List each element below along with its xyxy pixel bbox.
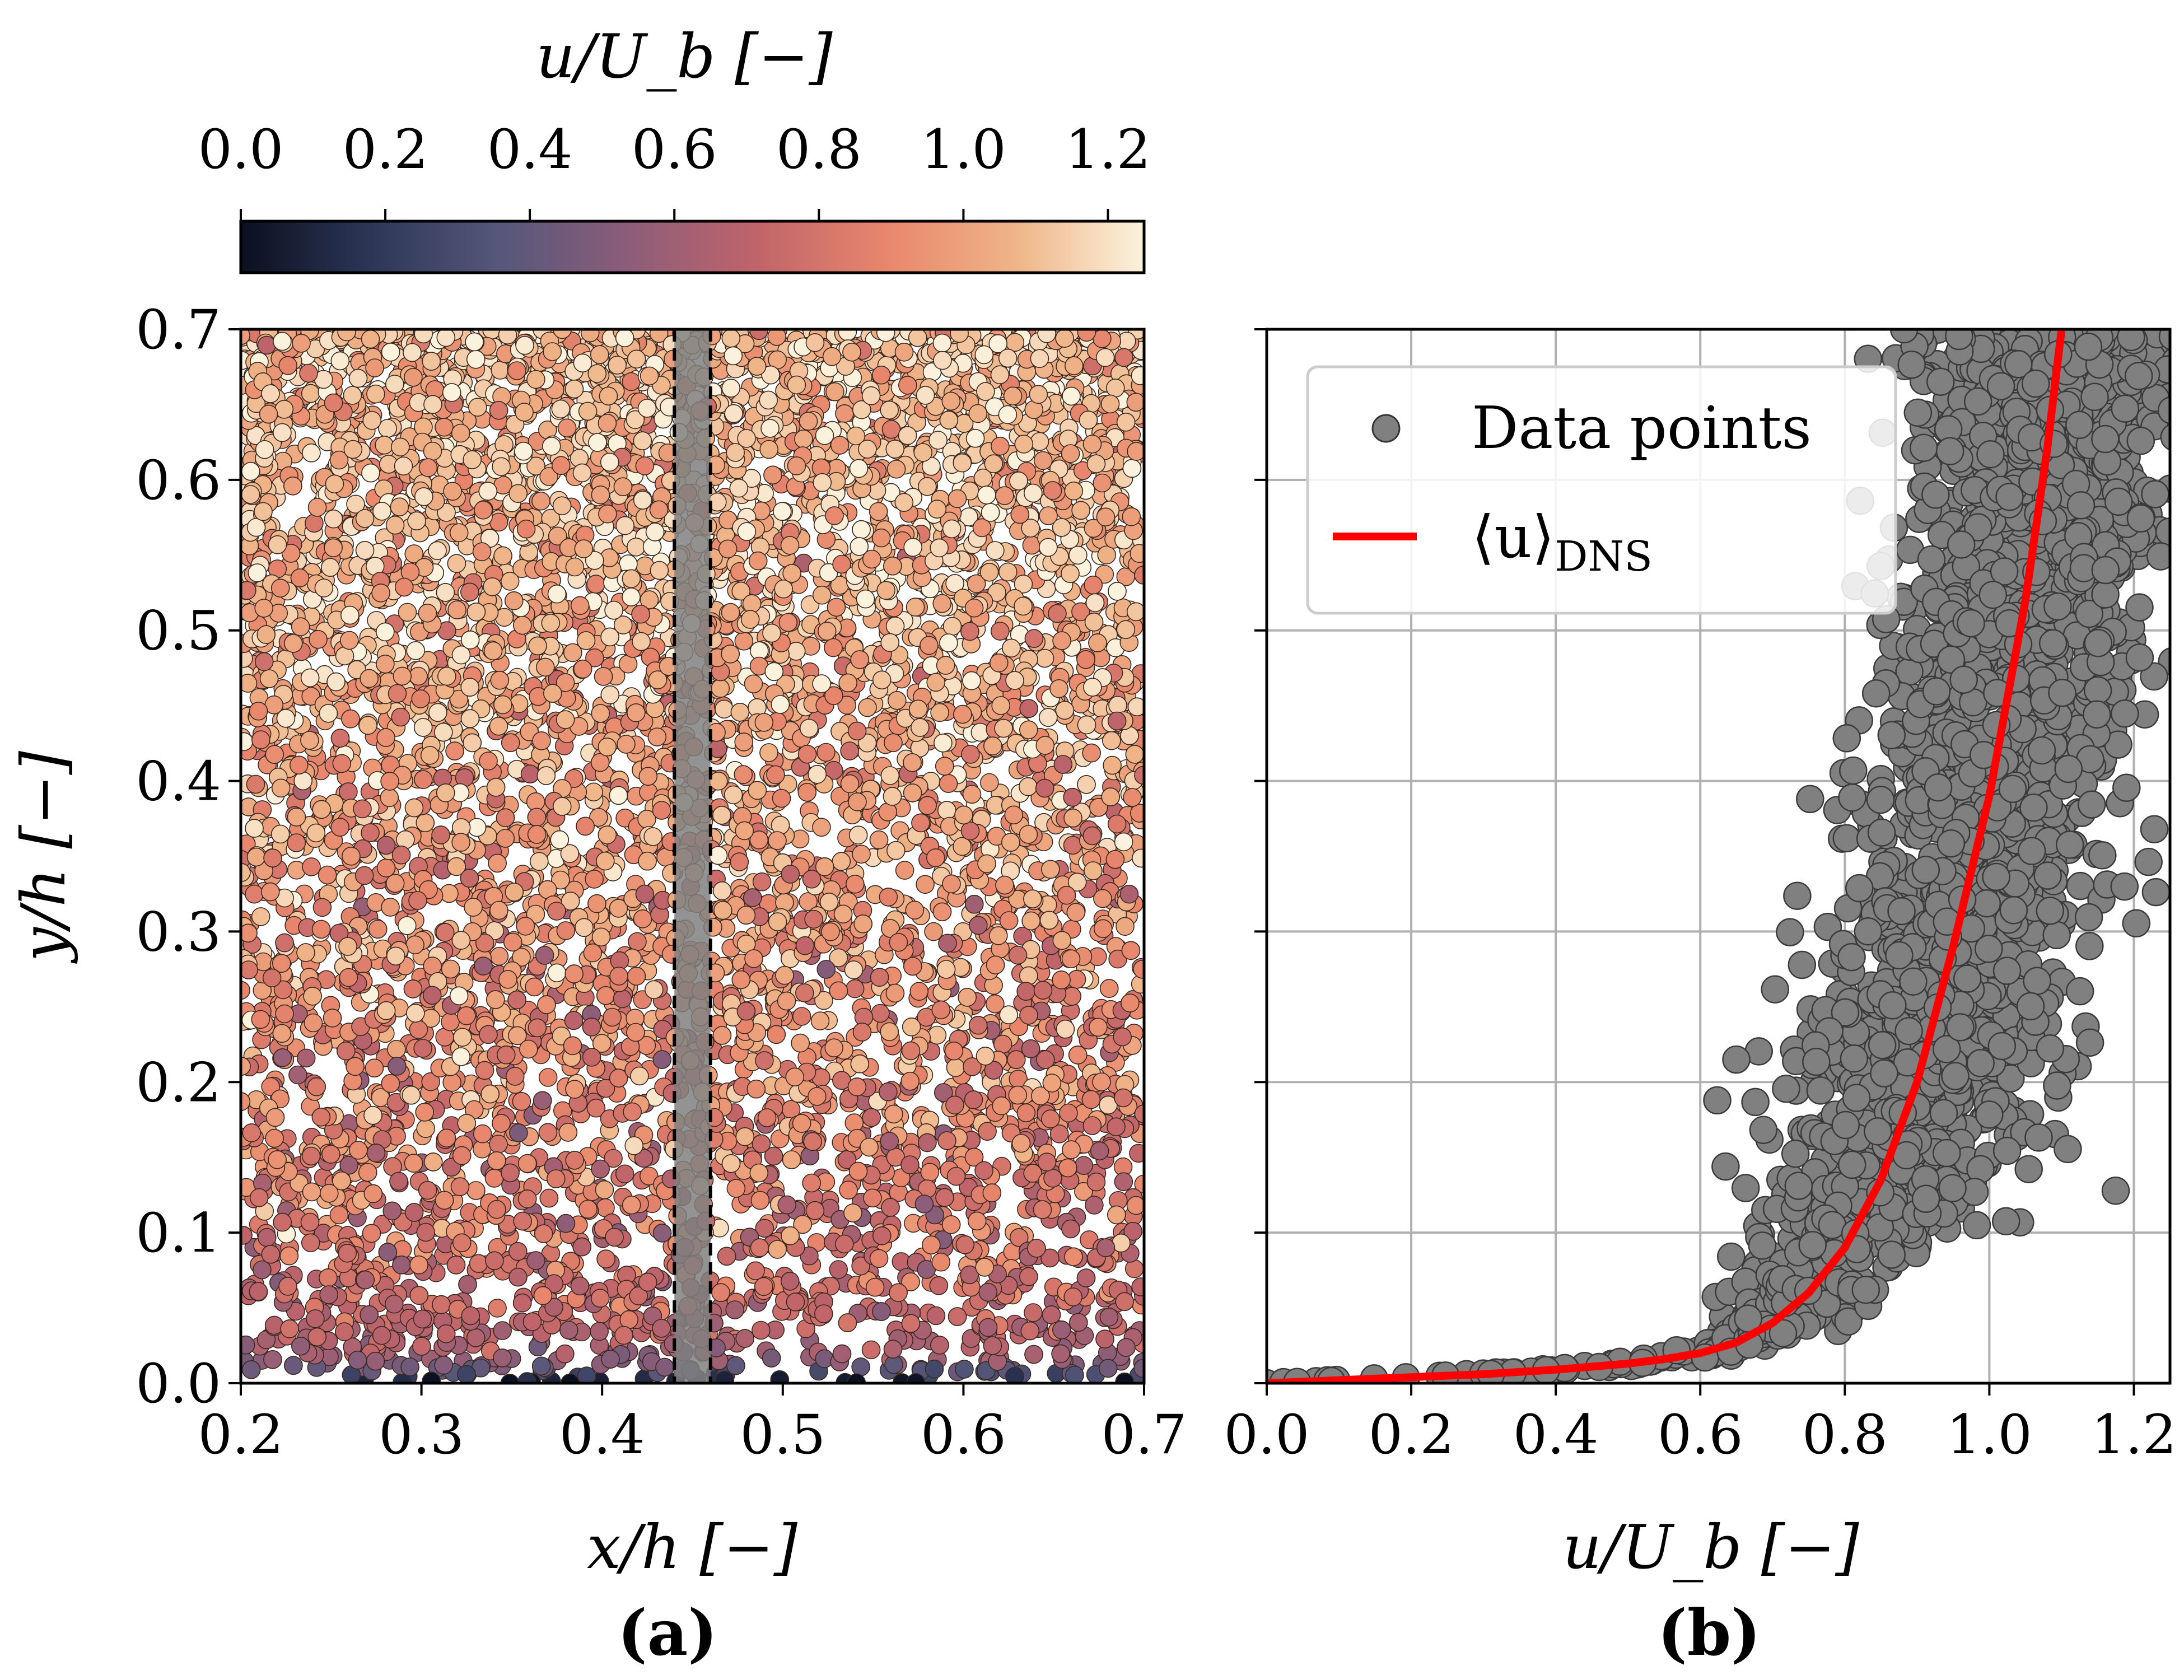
- data-point: [296, 1048, 316, 1068]
- colorbar: u/U_b [−] 0.0 0.2 0.4 0.6 0.8 1.0 1.2: [198, 22, 1151, 274]
- colorbar-tick-label: 0.8: [776, 118, 862, 181]
- colorbar-tick-label: 1.2: [1065, 118, 1151, 181]
- data-point: [851, 1357, 870, 1376]
- colorbar-label: u/U_b [−]: [536, 22, 833, 92]
- data-point: [488, 1299, 507, 1318]
- data-point: [895, 861, 914, 880]
- data-point: [512, 1092, 531, 1111]
- data-point: [861, 1340, 881, 1360]
- panel-a-points: [241, 329, 1144, 1383]
- data-point: [792, 1007, 811, 1026]
- data-point: [1074, 1156, 1093, 1175]
- data-point: [829, 1260, 848, 1279]
- data-point: [812, 585, 832, 605]
- data-point: [1074, 1182, 1093, 1201]
- colorbar-ticks: 0.0 0.2 0.4 0.6 0.8 1.0 1.2: [198, 118, 1151, 221]
- data-point: [1086, 1172, 1106, 1192]
- data-point: [752, 1320, 771, 1340]
- data-point: [493, 1321, 512, 1340]
- data-point: [924, 922, 943, 941]
- data-point: [998, 562, 1018, 582]
- data-point: [1116, 917, 1135, 936]
- data-point: [926, 1306, 946, 1326]
- panel-a: 0.2 0.3 0.4 0.5 0.6 0.70.00.10.20.30.40.50.60…: [9, 298, 1187, 1670]
- data-point: [416, 1119, 436, 1138]
- data-point: [980, 773, 999, 792]
- colorbar-tick-label: 0.0: [198, 118, 284, 181]
- colorbar-gradient: [239, 220, 1146, 274]
- colorbar-tick-label: 0.4: [487, 118, 573, 181]
- data-point: [1085, 1196, 1104, 1215]
- data-point: [916, 875, 935, 894]
- data-point: [744, 674, 763, 694]
- colorbar-tick-label: 1.0: [921, 118, 1006, 181]
- data-point: [752, 872, 772, 892]
- colorbar-tick-label: 0.2: [343, 118, 428, 181]
- colorbar-tick-label: 0.6: [632, 118, 717, 181]
- data-point: [930, 703, 949, 722]
- data-point: [442, 1073, 461, 1092]
